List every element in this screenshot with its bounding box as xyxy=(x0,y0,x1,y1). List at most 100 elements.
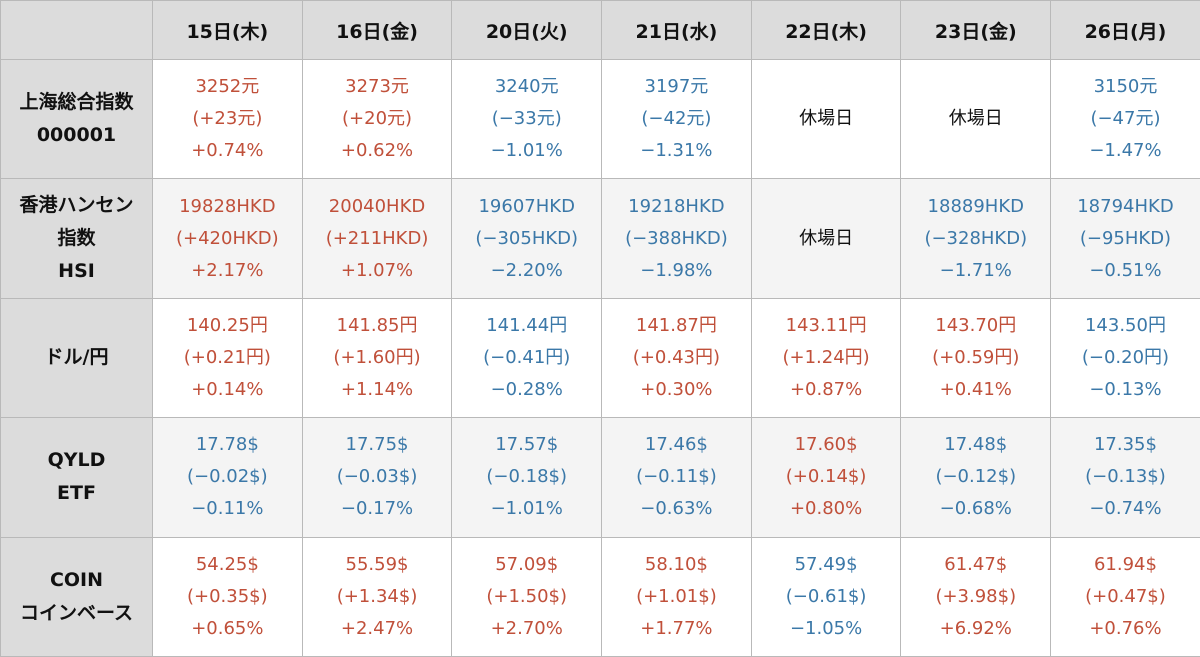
row-label-line: QYLD xyxy=(47,449,106,472)
table-row: 上海総合指数 000001 3252元 (+23元) +0.74% 3273元 (+20元)… xyxy=(0,58,1200,180)
change-value: (−0.02$) xyxy=(187,466,268,488)
change-value: (−0.61$) xyxy=(785,585,867,607)
change-percent: −0.51% xyxy=(1089,259,1162,281)
change-percent: −1.05% xyxy=(789,617,863,639)
price-cell: 141.87円 (+0.43円) +0.30% xyxy=(601,297,752,419)
header-date: 26日(月) xyxy=(1050,0,1200,60)
change-value: (−95HKD) xyxy=(1079,227,1172,249)
price-cell: 19828HKD (+420HKD) +2.17% xyxy=(152,178,303,299)
row-label-line: ドル/円 xyxy=(44,346,109,369)
price-value: 18889HKD xyxy=(927,195,1025,217)
price-cell: 17.78$ (−0.02$) −0.11% xyxy=(152,417,303,538)
closed-label: 休場日 xyxy=(948,108,1003,130)
price-cell: 143.11円 (+1.24円) +0.87% xyxy=(750,297,902,419)
header-date: 15日(木) xyxy=(152,0,303,60)
price-cell: 3150元 (−47元) −1.47% xyxy=(1050,58,1200,180)
change-value: (+0.21円) xyxy=(183,346,271,368)
change-value: (−47元) xyxy=(1090,108,1161,130)
change-value: (+1.34$) xyxy=(336,585,418,607)
row-label-line: 000001 xyxy=(36,124,117,147)
change-value: (−0.20円) xyxy=(1081,346,1170,368)
price-cell: 18794HKD (−95HKD) −0.51% xyxy=(1050,178,1200,299)
change-value: (−0.41円) xyxy=(483,346,571,368)
price-cell: 54.25$ (+0.35$) +0.65% xyxy=(152,536,303,657)
change-percent: +0.80% xyxy=(789,498,863,520)
price-value: 143.70円 xyxy=(935,314,1017,336)
price-cell: 57.49$ (−0.61$) −1.05% xyxy=(750,536,902,657)
price-cell: 17.48$ (−0.12$) −0.68% xyxy=(900,417,1052,538)
price-cell: 61.47$ (+3.98$) +6.92% xyxy=(900,536,1052,657)
row-label-line: 指数 xyxy=(57,227,96,250)
price-cell: 3252元 (+23元) +0.74% xyxy=(152,58,303,180)
change-percent: +6.92% xyxy=(939,617,1012,639)
price-value: 17.75$ xyxy=(345,434,409,456)
change-percent: −0.28% xyxy=(490,378,563,400)
table-row: COIN コインベース 54.25$ (+0.35$) +0.65% 55.59$ (+1.… xyxy=(0,536,1200,657)
change-percent: +2.17% xyxy=(191,259,264,281)
price-cell: 17.75$ (−0.03$) −0.17% xyxy=(301,417,453,538)
change-value: (−33元) xyxy=(491,108,562,130)
change-value: (+23元) xyxy=(192,108,263,130)
change-percent: +2.70% xyxy=(490,617,563,639)
row-label: 上海総合指数 000001 xyxy=(0,58,153,180)
price-value: 141.85円 xyxy=(336,314,418,336)
change-percent: +0.41% xyxy=(939,378,1012,400)
change-value: (+0.14$) xyxy=(785,466,867,488)
change-percent: +0.74% xyxy=(191,140,264,162)
change-value: (+1.01$) xyxy=(636,585,717,607)
change-percent: +0.62% xyxy=(340,140,414,162)
change-percent: −1.31% xyxy=(640,140,713,162)
price-value: 141.44円 xyxy=(486,314,568,336)
change-percent: −1.98% xyxy=(640,259,713,281)
price-value: 17.60$ xyxy=(794,434,858,456)
change-percent: +1.07% xyxy=(340,259,414,281)
price-value: 17.78$ xyxy=(195,434,259,456)
change-percent: +0.87% xyxy=(789,378,863,400)
change-percent: −1.01% xyxy=(490,140,563,162)
change-percent: −0.63% xyxy=(640,498,713,520)
change-value: (−42元) xyxy=(641,108,712,130)
price-cell: 58.10$ (+1.01$) +1.77% xyxy=(601,536,752,657)
price-cell: 19218HKD (−388HKD) −1.98% xyxy=(601,178,752,299)
change-value: (−0.12$) xyxy=(935,466,1017,488)
header-corner xyxy=(0,0,153,60)
change-value: (+0.47$) xyxy=(1085,585,1166,607)
header-date: 21日(水) xyxy=(601,0,752,60)
price-value: 54.25$ xyxy=(195,553,259,575)
change-percent: +0.14% xyxy=(191,378,264,400)
price-value: 17.35$ xyxy=(1093,434,1157,456)
price-cell: 57.09$ (+1.50$) +2.70% xyxy=(451,536,603,657)
change-percent: −0.17% xyxy=(340,498,414,520)
price-value: 3197元 xyxy=(644,76,709,98)
price-value: 143.50円 xyxy=(1084,314,1166,336)
price-value: 141.87円 xyxy=(635,314,717,336)
price-cell: 3240元 (−33元) −1.01% xyxy=(451,58,603,180)
change-percent: +0.65% xyxy=(191,617,264,639)
price-cell: 17.60$ (+0.14$) +0.80% xyxy=(750,417,902,538)
price-value: 19218HKD xyxy=(628,195,725,217)
price-value: 17.48$ xyxy=(944,434,1008,456)
price-value: 17.57$ xyxy=(495,434,559,456)
change-value: (+420HKD) xyxy=(176,227,279,249)
price-value: 143.11円 xyxy=(785,314,867,336)
row-label-line: 香港ハンセン xyxy=(19,194,134,217)
price-value: 57.49$ xyxy=(794,553,858,575)
change-value: (+0.43円) xyxy=(632,346,721,368)
row-label: COIN コインベース xyxy=(0,536,153,657)
change-percent: +1.77% xyxy=(640,617,713,639)
price-cell: 3273元 (+20元) +0.62% xyxy=(301,58,453,180)
price-value: 18794HKD xyxy=(1077,195,1174,217)
price-cell: 61.94$ (+0.47$) +0.76% xyxy=(1050,536,1200,657)
change-percent: +0.76% xyxy=(1089,617,1162,639)
market-closed-cell: 休場日 xyxy=(750,58,902,180)
row-label: QYLD ETF xyxy=(0,417,153,538)
header-date: 22日(木) xyxy=(750,0,902,60)
header-date: 23日(金) xyxy=(900,0,1052,60)
change-value: (+3.98$) xyxy=(935,585,1017,607)
price-cell: 19607HKD (−305HKD) −2.20% xyxy=(451,178,603,299)
price-cell: 143.50円 (−0.20円) −0.13% xyxy=(1050,297,1200,419)
change-value: (−0.13$) xyxy=(1085,466,1166,488)
change-percent: −0.13% xyxy=(1089,378,1162,400)
change-value: (−0.11$) xyxy=(636,466,717,488)
